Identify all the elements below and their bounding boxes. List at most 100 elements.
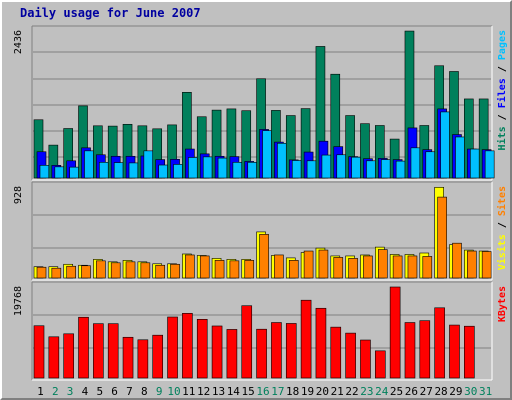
legend-panel-3: KBytes [497,286,508,322]
bar-kbytes-day-23 [360,339,371,379]
bar-kbytes-day-21 [330,326,342,379]
bar-sites-day-22 [348,258,358,279]
bar-pages-day-11 [188,157,198,179]
bar-sites-day-5 [96,260,106,279]
bar-kbytes-day-9 [152,334,164,379]
bar-kbytes-day-10 [167,316,178,379]
bar-kbytes-day-8 [137,339,149,379]
legend-pages: Pages [497,30,508,60]
x-tick-day-5: 5 [96,385,103,398]
bar-pages-day-10 [173,164,183,179]
bar-sites-day-10 [170,263,180,279]
bar-sites-day-24 [377,249,388,279]
bar-pages-day-20 [321,154,332,179]
bar-pages-day-30 [470,148,480,179]
x-tick-day-6: 6 [111,385,118,398]
legend-separator: / [497,216,508,234]
x-tick-day-21: 21 [331,385,344,398]
bar-kbytes-day-19 [300,299,312,379]
x-tick-day-12: 12 [197,385,210,398]
bar-kbytes-day-2 [48,336,60,379]
bar-kbytes-day-30 [464,325,475,379]
bar-kbytes-day-18 [285,323,297,379]
bar-sites-day-23 [363,255,373,279]
x-tick-day-9: 9 [156,385,163,398]
x-tick-day-25: 25 [390,385,403,398]
bar-sites-day-2 [51,267,62,279]
bar-sites-day-16 [259,234,269,279]
bar-kbytes-day-13 [211,325,223,379]
x-tick-day-24: 24 [375,385,389,398]
bar-kbytes-day-3 [63,333,74,379]
x-tick-day-13: 13 [212,385,225,398]
bar-pages-day-12 [202,156,213,179]
bar-sites-day-3 [66,265,76,279]
bar-sites-day-8 [140,262,151,279]
x-tick-day-7: 7 [126,385,133,398]
bar-kbytes-day-6 [107,323,119,379]
bar-sites-day-15 [244,260,255,279]
bar-sites-day-9 [155,264,166,279]
bar-pages-day-1 [39,165,50,179]
bar-pages-day-21 [336,154,347,179]
y-axis-max-label-panel-3: 19768 [13,286,24,316]
bar-sites-day-11 [185,254,195,279]
bar-kbytes-day-22 [345,332,356,379]
x-tick-day-10: 10 [167,385,180,398]
bar-pages-day-3 [69,166,79,179]
legend-separator: / [497,108,508,126]
bar-pages-day-29 [455,136,465,179]
x-tick-day-8: 8 [141,385,148,398]
x-tick-day-29: 29 [449,385,462,398]
legend-visits: Visits [496,234,508,270]
chart-title: Daily usage for June 2007 [20,6,201,20]
bar-pages-day-9 [158,164,169,179]
bar-sites-day-25 [392,255,403,279]
bar-kbytes-day-12 [196,319,208,379]
y-axis-max-label-panel-1: 2436 [13,30,24,54]
bar-pages-day-23 [366,160,376,179]
bar-sites-day-13 [214,260,225,279]
bar-pages-day-4 [84,150,94,179]
bar-pages-day-7 [128,162,139,179]
legend-hits: Hits [496,126,508,150]
legend-files: Files [496,78,508,108]
bar-kbytes-day-5 [93,323,104,379]
bar-kbytes-day-28 [434,307,445,379]
bar-pages-day-19 [306,160,317,179]
bar-pages-day-15 [247,162,258,179]
x-tick-day-11: 11 [182,385,195,398]
bar-sites-day-14 [229,260,240,279]
legend-panel-2: Visits / Sites [496,186,508,270]
x-tick-day-30: 30 [464,385,477,398]
x-tick-day-14: 14 [227,385,241,398]
bar-kbytes-day-24 [374,350,386,379]
bar-kbytes-day-1 [33,325,45,379]
bar-sites-day-19 [303,250,314,279]
bar-kbytes-day-14 [226,329,238,379]
x-tick-day-28: 28 [434,385,447,398]
bar-pages-day-26 [410,147,421,179]
x-tick-day-16: 16 [256,385,269,398]
x-tick-day-3: 3 [67,385,74,398]
bar-kbytes-day-7 [122,336,134,379]
bar-pages-day-25 [395,160,406,179]
bar-pages-day-27 [425,151,436,179]
x-tick-day-26: 26 [405,385,418,398]
bar-pages-day-14 [232,162,243,179]
x-tick-day-23: 23 [360,385,373,398]
bar-pages-day-13 [217,157,228,179]
bar-sites-day-6 [110,262,121,279]
bar-pages-day-28 [440,111,450,179]
bar-pages-day-22 [351,156,361,179]
bar-pages-day-17 [277,143,287,179]
bar-sites-day-30 [467,250,477,279]
x-tick-day-15: 15 [242,385,255,398]
x-tick-day-4: 4 [82,385,89,398]
bar-sites-day-21 [333,257,344,279]
bar-sites-day-1 [36,266,47,279]
bar-pages-day-5 [99,162,109,179]
bar-sites-day-12 [199,255,210,279]
bar-pages-day-8 [143,150,154,179]
